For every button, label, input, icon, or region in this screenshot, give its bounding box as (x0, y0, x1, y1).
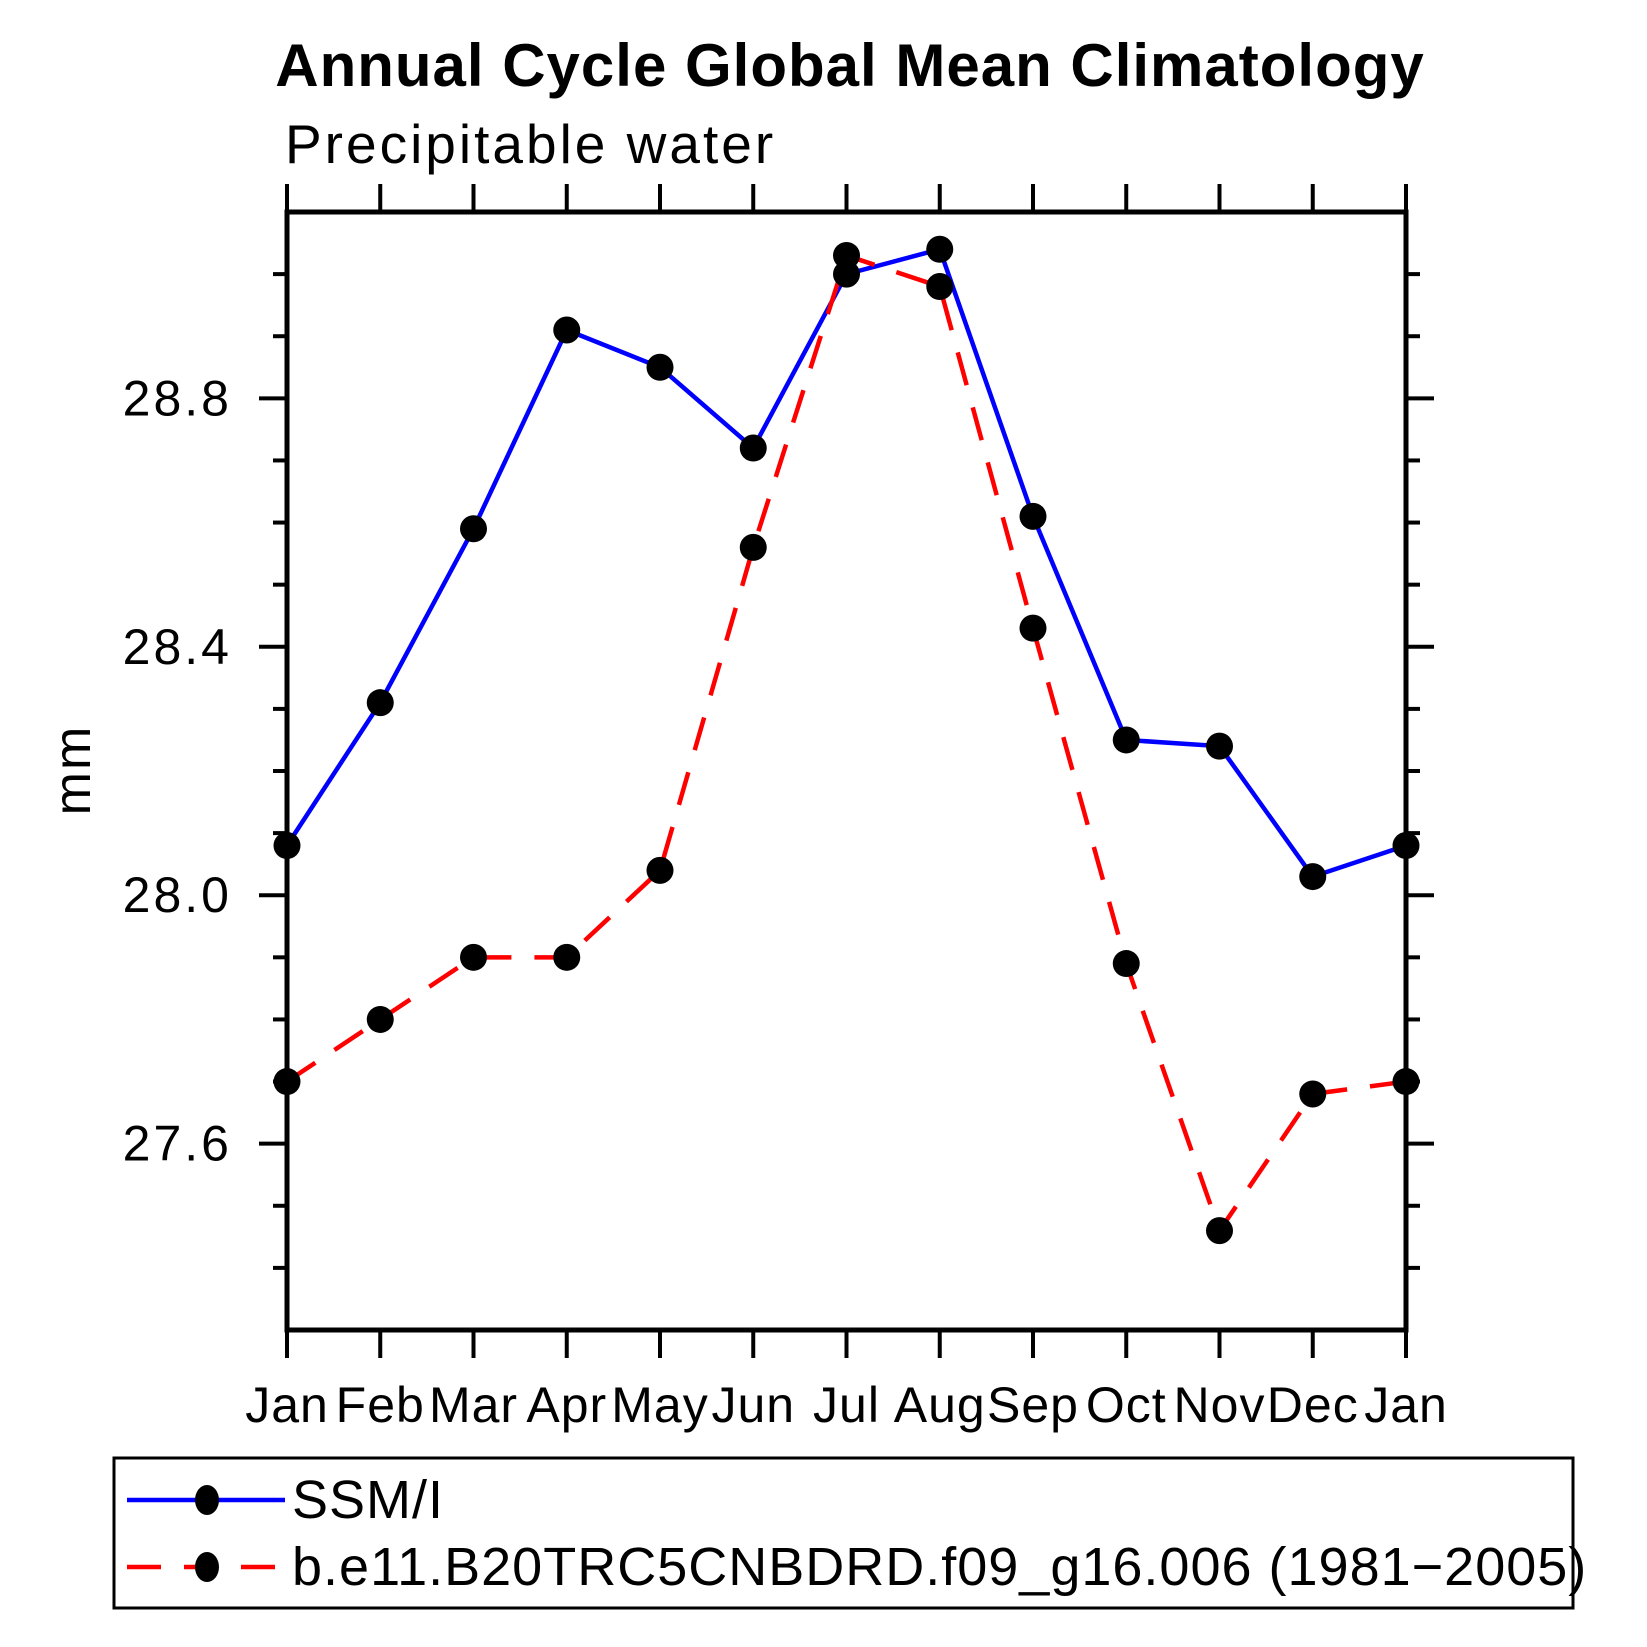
legend-label-model: b.e11.B20TRC5CNBDRD.f09_g16.006 (1981−20… (292, 1537, 1587, 1597)
data-point-0-Aug (926, 235, 954, 263)
legend: SSM/I b.e11.B20TRC5CNBDRD.f09_g16.006 (1… (112, 1456, 1587, 1610)
series-line-1 (285, 252, 1407, 1236)
x-tick-label: Aug (894, 1377, 986, 1433)
legend-box (112, 1456, 1575, 1610)
x-tick-label: Jul (813, 1377, 880, 1433)
x-tick-label: Feb (336, 1377, 425, 1433)
data-point-1-Nov (1206, 1217, 1233, 1245)
x-tick-label: May (611, 1377, 708, 1433)
data-point-1-Jul (833, 241, 860, 269)
legend-marker-icon (195, 1485, 219, 1515)
data-point-0-Apr (553, 316, 581, 344)
chart-subtitle: Precipitable water (285, 113, 776, 175)
x-tick-label: Sep (987, 1377, 1079, 1433)
data-point-0-Nov (1206, 732, 1233, 760)
data-point-0-Jan (273, 832, 301, 860)
data-point-0-Oct (1112, 726, 1140, 754)
data-point-1-Jun (739, 533, 767, 561)
data-point-0-Sep (1019, 502, 1047, 530)
data-point-1-Feb (366, 1005, 394, 1033)
data-point-0-Jun (739, 434, 767, 462)
data-point-1-Aug (926, 273, 954, 301)
x-tick-label: Jan (1364, 1377, 1448, 1433)
x-tick-label: Jan (245, 1377, 329, 1433)
y-tick-label: 28.4 (123, 619, 232, 675)
data-point-0-Jan (1392, 832, 1420, 860)
x-tick-label: Mar (429, 1377, 518, 1433)
y-tick-label: 28.8 (123, 370, 232, 426)
x-tick-label: Oct (1086, 1377, 1167, 1433)
data-point-0-Dec (1299, 863, 1327, 891)
y-tick-label: 28.0 (123, 867, 232, 923)
data-point-0-Feb (366, 689, 394, 717)
data-point-0-Mar (460, 515, 487, 543)
data-point-1-Sep (1019, 614, 1047, 642)
data-point-1-Mar (460, 943, 487, 971)
y-axis-label: mm (44, 725, 102, 816)
legend-label-ssmi: SSM/I (292, 1470, 444, 1530)
legend-entry-ssmi: SSM/I (127, 1470, 444, 1530)
series-line-0 (285, 246, 1407, 880)
x-tick-label: Dec (1267, 1377, 1359, 1433)
data-point-0-May (646, 353, 674, 381)
data-point-1-Jan (273, 1068, 301, 1096)
data-point-1-Jan (1392, 1068, 1420, 1096)
chart-title: Annual Cycle Global Mean Climatology (275, 32, 1425, 99)
data-point-1-Dec (1299, 1080, 1327, 1108)
data-point-0-Jul (833, 260, 860, 288)
legend-entry-model: b.e11.B20TRC5CNBDRD.f09_g16.006 (1981−20… (127, 1537, 1587, 1597)
data-point-1-May (646, 856, 674, 884)
x-tick-label: Jun (711, 1377, 795, 1433)
x-tick-label: Apr (526, 1377, 607, 1433)
x-tick-label: Nov (1174, 1377, 1266, 1433)
data-point-1-Apr (553, 943, 581, 971)
y-tick-label: 27.6 (123, 1116, 232, 1172)
legend-marker-icon (195, 1552, 219, 1582)
data-point-1-Oct (1112, 950, 1140, 978)
